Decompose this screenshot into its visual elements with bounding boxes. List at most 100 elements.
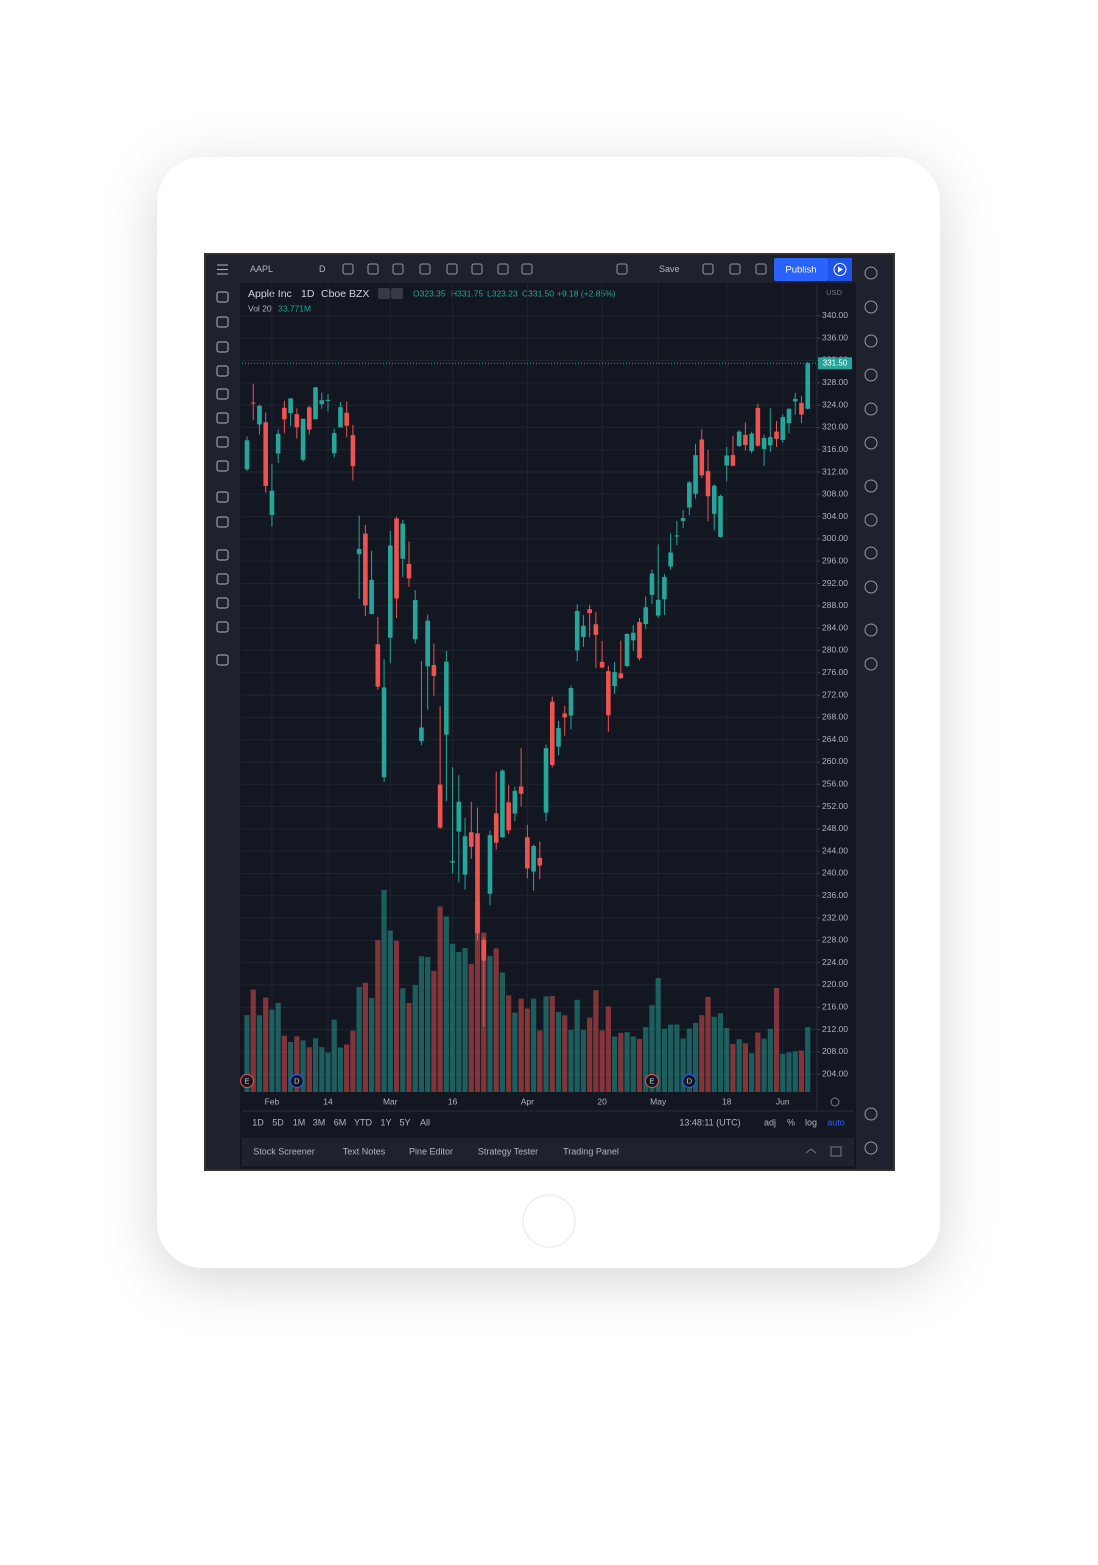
bottom-tab[interactable]: Text Notes xyxy=(343,1146,386,1156)
side-icon[interactable] xyxy=(864,1141,878,1155)
toolbar-icon[interactable] xyxy=(616,263,628,275)
side-icon[interactable] xyxy=(864,580,878,594)
toolbar-icon[interactable] xyxy=(521,263,533,275)
toolbar-icon[interactable] xyxy=(342,263,354,275)
event-marker[interactable] xyxy=(644,1074,659,1088)
candle-body xyxy=(730,455,736,466)
candle-body xyxy=(581,625,586,638)
scale-option[interactable]: auto xyxy=(827,1117,845,1127)
bottom-tab[interactable]: Pine Editor xyxy=(409,1146,453,1156)
volume-bar xyxy=(499,972,506,1092)
tool-icon[interactable] xyxy=(216,412,229,424)
side-icon[interactable] xyxy=(864,402,878,416)
side-icon[interactable] xyxy=(864,300,878,314)
tool-icon[interactable] xyxy=(216,621,229,633)
candle-body xyxy=(331,432,337,454)
range-button[interactable]: All xyxy=(420,1117,430,1127)
candle-body xyxy=(655,599,661,616)
toolbar-icon[interactable] xyxy=(755,263,767,275)
y-tick-label: 288.00 xyxy=(822,600,848,610)
range-button[interactable]: 5D xyxy=(272,1117,284,1127)
tool-icon[interactable] xyxy=(216,316,229,328)
bottom-tab[interactable]: Strategy Tester xyxy=(478,1146,538,1156)
side-icon[interactable] xyxy=(864,436,878,450)
toolbar-icon[interactable] xyxy=(419,263,431,275)
volume-bar xyxy=(661,1028,668,1092)
tool-icon[interactable] xyxy=(216,491,229,503)
tool-icon[interactable] xyxy=(216,654,229,666)
symbol[interactable]: AAPL xyxy=(250,264,273,274)
toolbar-icon[interactable] xyxy=(367,263,379,275)
volume-bar xyxy=(530,998,537,1092)
collapse-icon[interactable] xyxy=(805,1148,817,1154)
volume-bar xyxy=(537,1030,543,1092)
tool-icon[interactable] xyxy=(216,291,229,303)
candle-body xyxy=(419,727,424,742)
range-button[interactable]: 1Y xyxy=(380,1117,391,1127)
side-icon[interactable] xyxy=(864,368,878,382)
toolbar-icon[interactable] xyxy=(471,263,483,275)
volume-bar xyxy=(587,1017,593,1092)
legend-badge[interactable] xyxy=(391,288,403,299)
scale-option[interactable]: % xyxy=(787,1117,795,1127)
side-icon[interactable] xyxy=(864,334,878,348)
tool-icon[interactable] xyxy=(216,573,229,585)
toolbar-icon[interactable] xyxy=(392,263,404,275)
publish-label[interactable]: Publish xyxy=(785,265,816,276)
event-marker[interactable] xyxy=(289,1074,304,1088)
publish-button[interactable] xyxy=(774,258,828,281)
range-button[interactable]: 3M xyxy=(313,1117,326,1127)
toolbar-icon[interactable] xyxy=(497,263,509,275)
scale-option[interactable]: adj xyxy=(764,1117,776,1127)
home-button[interactable] xyxy=(522,1194,576,1248)
side-icon[interactable] xyxy=(864,623,878,637)
save-button[interactable]: Save xyxy=(659,264,680,274)
legend-badge[interactable] xyxy=(378,288,390,299)
volume-bar xyxy=(705,996,711,1092)
toolbar-icon[interactable] xyxy=(702,263,714,275)
candle-body xyxy=(275,433,281,454)
volume-bar xyxy=(792,1051,798,1092)
range-button[interactable]: 1D xyxy=(252,1117,264,1127)
settings-icon[interactable] xyxy=(830,1097,840,1107)
candle-body xyxy=(668,552,673,567)
candle-body xyxy=(356,549,362,555)
volume-bar xyxy=(256,1015,263,1092)
side-icon[interactable] xyxy=(864,546,878,560)
range-button[interactable]: 6M xyxy=(334,1117,347,1127)
tool-icon[interactable] xyxy=(216,460,229,472)
tool-icon[interactable] xyxy=(216,365,229,377)
side-icon[interactable] xyxy=(864,1107,878,1121)
tool-icon[interactable] xyxy=(216,341,229,353)
side-icon[interactable] xyxy=(864,513,878,527)
toolbar-icon[interactable] xyxy=(729,263,741,275)
tool-icon[interactable] xyxy=(216,516,229,528)
range-button[interactable]: 1M xyxy=(293,1117,306,1127)
event-marker[interactable] xyxy=(240,1074,254,1088)
y-tick-label: 340.00 xyxy=(822,310,848,320)
volume-bar xyxy=(288,1042,294,1092)
maximize-icon[interactable] xyxy=(830,1146,842,1157)
bottom-tab[interactable]: Stock Screener xyxy=(253,1146,315,1156)
tool-icon[interactable] xyxy=(216,597,229,609)
menu-icon[interactable] xyxy=(217,264,228,275)
volume-bar xyxy=(393,940,400,1092)
candle-body xyxy=(587,609,592,614)
x-tick-label: Mar xyxy=(383,1096,398,1106)
y-tick-label: 232.00 xyxy=(822,912,848,922)
volume-bar xyxy=(736,1039,742,1092)
side-icon[interactable] xyxy=(864,266,878,280)
tool-icon[interactable] xyxy=(216,388,229,400)
side-icon[interactable] xyxy=(864,479,878,493)
interval[interactable]: D xyxy=(319,264,326,274)
side-icon[interactable] xyxy=(864,657,878,671)
scale-option[interactable]: log xyxy=(805,1117,817,1127)
bottom-tab[interactable]: Trading Panel xyxy=(563,1146,619,1156)
range-button[interactable]: 5Y xyxy=(399,1117,410,1127)
toolbar-icon[interactable] xyxy=(446,263,458,275)
tool-icon[interactable] xyxy=(216,436,229,448)
range-button[interactable]: YTD xyxy=(354,1117,373,1127)
event-marker[interactable] xyxy=(682,1074,697,1088)
tool-icon[interactable] xyxy=(216,549,229,561)
x-tick-label: May xyxy=(650,1096,667,1106)
